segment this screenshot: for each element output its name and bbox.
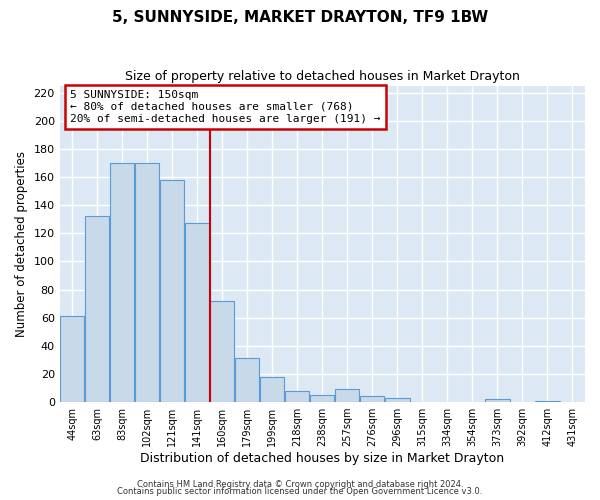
Bar xyxy=(210,301,235,402)
Bar xyxy=(260,377,284,402)
Bar xyxy=(335,390,359,402)
Title: Size of property relative to detached houses in Market Drayton: Size of property relative to detached ho… xyxy=(125,70,520,83)
Bar xyxy=(235,358,259,402)
Bar xyxy=(85,216,109,402)
Bar xyxy=(385,398,410,402)
Bar xyxy=(135,163,160,402)
Bar xyxy=(110,163,134,402)
Text: 5 SUNNYSIDE: 150sqm
← 80% of detached houses are smaller (768)
20% of semi-detac: 5 SUNNYSIDE: 150sqm ← 80% of detached ho… xyxy=(70,90,380,124)
Bar xyxy=(185,224,209,402)
Bar xyxy=(310,395,334,402)
Bar xyxy=(60,316,85,402)
Text: 5, SUNNYSIDE, MARKET DRAYTON, TF9 1BW: 5, SUNNYSIDE, MARKET DRAYTON, TF9 1BW xyxy=(112,10,488,25)
Bar xyxy=(160,180,184,402)
Bar xyxy=(285,391,310,402)
Text: Contains HM Land Registry data © Crown copyright and database right 2024.: Contains HM Land Registry data © Crown c… xyxy=(137,480,463,489)
Bar xyxy=(360,396,385,402)
Bar xyxy=(485,400,509,402)
Y-axis label: Number of detached properties: Number of detached properties xyxy=(15,151,28,337)
Bar xyxy=(535,400,560,402)
Text: Contains public sector information licensed under the Open Government Licence v3: Contains public sector information licen… xyxy=(118,487,482,496)
X-axis label: Distribution of detached houses by size in Market Drayton: Distribution of detached houses by size … xyxy=(140,452,505,465)
